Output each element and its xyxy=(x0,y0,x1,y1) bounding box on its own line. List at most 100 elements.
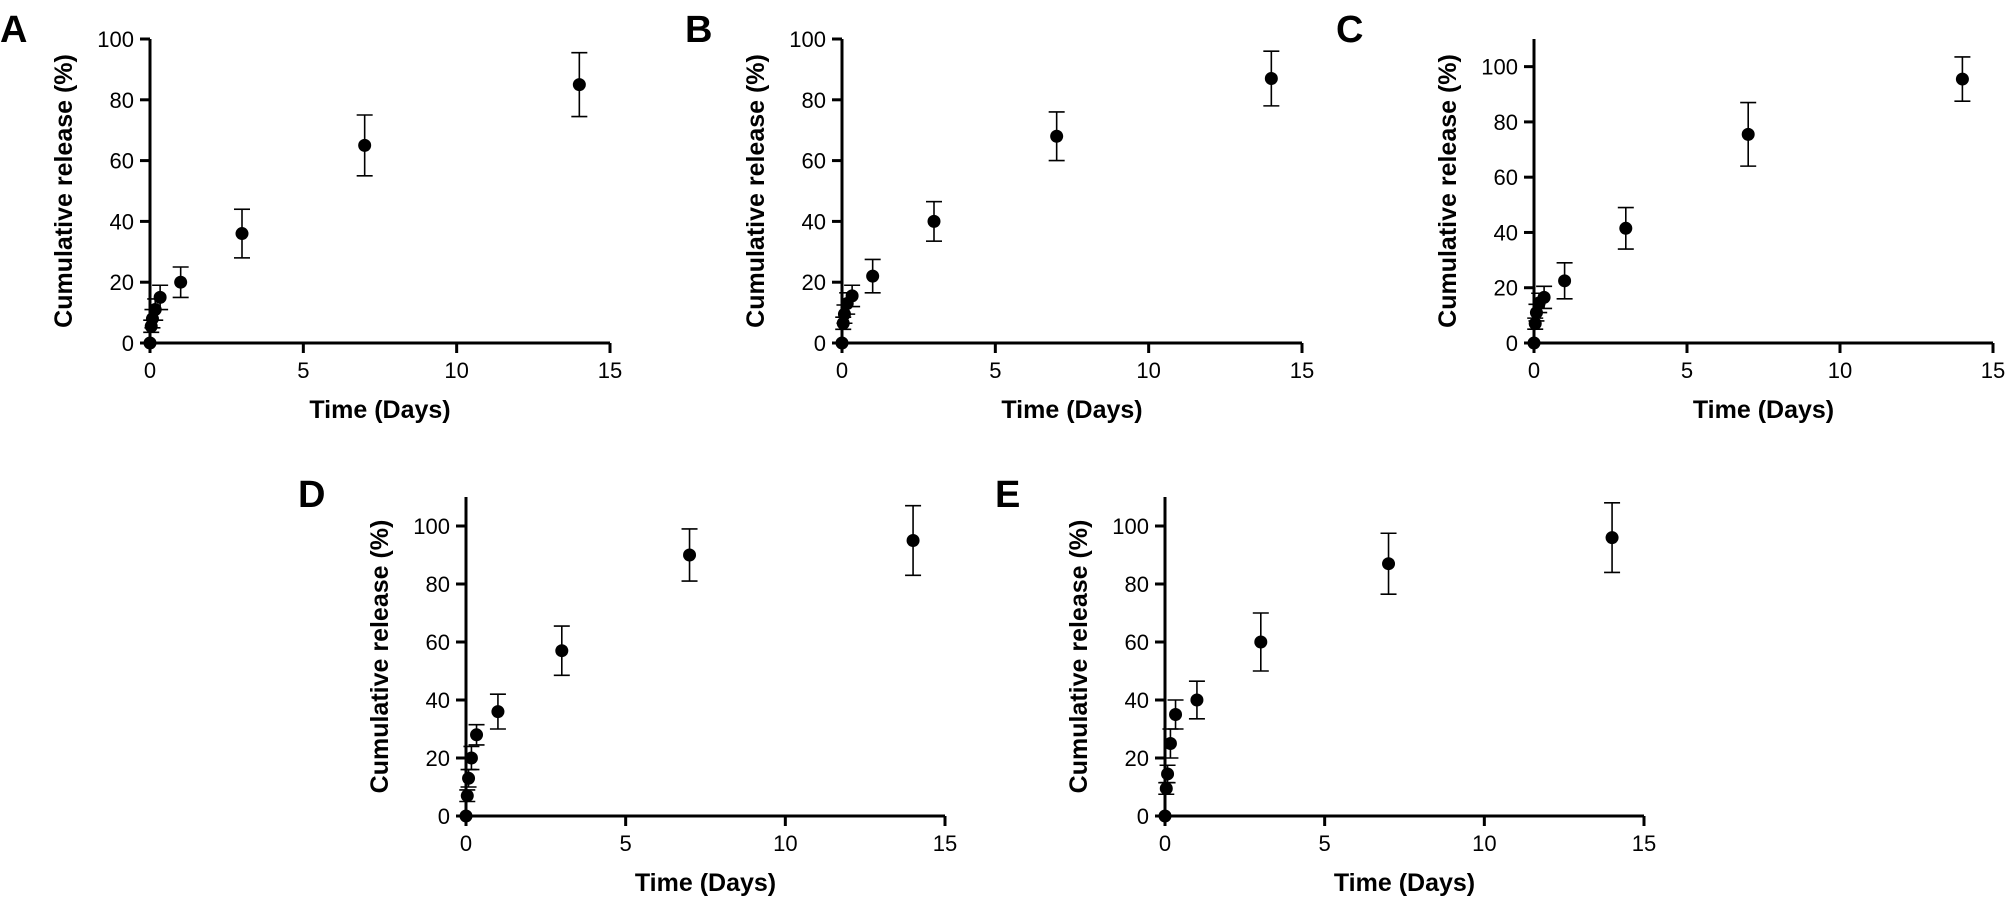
data-point xyxy=(835,336,849,350)
data-point xyxy=(491,705,505,719)
y-tick-label: 80 xyxy=(426,572,450,597)
x-tick-label: 0 xyxy=(460,831,472,856)
data-point xyxy=(1527,336,1541,350)
y-tick-label: 0 xyxy=(814,331,826,356)
x-tick-label: 5 xyxy=(297,358,309,383)
panel-e: E 0 5 10 15 0 20 40 60 80 100 Time (Days) Cumulative… xyxy=(995,474,1656,897)
x-tick-label: 10 xyxy=(444,358,468,383)
x-tick-label: 0 xyxy=(836,358,848,383)
x-tick-label: 15 xyxy=(1981,358,2005,383)
y-tick-label: 60 xyxy=(1494,165,1518,190)
x-axis-title: Time (Days) xyxy=(1334,869,1475,897)
y-tick-label: 80 xyxy=(802,88,826,113)
x-tick-label: 5 xyxy=(989,358,1001,383)
data-point xyxy=(1050,129,1064,143)
data-point xyxy=(1254,635,1268,649)
y-tick-label: 80 xyxy=(1125,572,1149,597)
y-tick-label: 20 xyxy=(426,746,450,771)
data-point xyxy=(1619,221,1633,235)
data-point xyxy=(866,269,880,283)
x-axis-title: Time (Days) xyxy=(635,869,776,897)
x-tick-label: 0 xyxy=(1528,358,1540,383)
y-tick-label: 100 xyxy=(97,27,134,52)
x-tick-label: 0 xyxy=(1159,831,1171,856)
y-tick-label: 40 xyxy=(110,209,134,234)
x-axis-title: Time (Days) xyxy=(1693,396,1834,424)
data-point xyxy=(927,214,941,228)
x-tick-label: 10 xyxy=(1136,358,1160,383)
data-point xyxy=(235,227,249,241)
panel-label: D xyxy=(298,474,325,516)
y-tick-label: 60 xyxy=(1125,630,1149,655)
x-tick-label: 15 xyxy=(598,358,622,383)
data-point xyxy=(1190,693,1204,707)
data-point xyxy=(1558,274,1572,288)
data-point xyxy=(1955,72,1969,86)
y-tick-label: 80 xyxy=(110,88,134,113)
data-point xyxy=(555,644,569,658)
data-point xyxy=(1161,767,1175,781)
x-tick-label: 15 xyxy=(1290,358,1314,383)
y-tick-label: 0 xyxy=(1506,331,1518,356)
data-point xyxy=(460,789,474,803)
x-tick-label: 5 xyxy=(1319,831,1331,856)
x-axis-title: Time (Days) xyxy=(309,396,450,424)
y-tick-label: 0 xyxy=(438,804,450,829)
x-tick-label: 0 xyxy=(144,358,156,383)
panel-label: B xyxy=(685,9,712,51)
data-point xyxy=(1163,737,1177,750)
y-tick-label: 100 xyxy=(789,27,826,52)
y-tick-label: 60 xyxy=(802,149,826,174)
panel-b: B 0 5 10 15 0 20 40 60 80 100 Time (Days) Cumulative… xyxy=(685,9,1314,424)
data-point xyxy=(1158,809,1172,823)
y-tick-label: 20 xyxy=(110,270,134,295)
data-point xyxy=(470,728,484,742)
panel-label: A xyxy=(0,9,27,51)
y-tick-label: 100 xyxy=(413,514,450,539)
data-point xyxy=(462,771,476,785)
panel-label: C xyxy=(1336,9,1363,51)
data-point xyxy=(1537,290,1551,304)
y-tick-label: 40 xyxy=(426,688,450,713)
data-point xyxy=(572,78,586,92)
y-axis-title: Cumulative release (%) xyxy=(742,54,770,328)
data-point xyxy=(683,548,697,562)
x-tick-label: 15 xyxy=(933,831,957,856)
panel-d: D 0 5 10 15 0 20 40 60 80 100 Time (Days) Cumulative… xyxy=(298,474,957,897)
panel-label: E xyxy=(995,474,1020,516)
data-point xyxy=(464,751,478,765)
x-tick-label: 10 xyxy=(1472,831,1496,856)
data-point xyxy=(143,336,157,350)
y-tick-label: 40 xyxy=(1494,220,1518,245)
x-axis-title: Time (Days) xyxy=(1001,396,1142,424)
data-point xyxy=(845,289,859,303)
x-tick-label: 10 xyxy=(773,831,797,856)
y-tick-label: 80 xyxy=(1494,110,1518,135)
data-point xyxy=(1605,531,1619,545)
x-tick-label: 15 xyxy=(1632,831,1656,856)
data-point xyxy=(1159,781,1173,795)
data-point xyxy=(1169,708,1183,721)
data-point xyxy=(1741,127,1755,141)
x-tick-label: 10 xyxy=(1828,358,1852,383)
data-point xyxy=(153,290,167,304)
y-tick-label: 60 xyxy=(110,149,134,174)
data-point xyxy=(174,275,188,289)
panel-c: C 0 5 10 15 0 20 40 60 80 100 Time (Days) Cumulative… xyxy=(1336,9,2005,424)
y-tick-label: 40 xyxy=(1125,688,1149,713)
y-tick-label: 40 xyxy=(802,209,826,234)
data-point xyxy=(906,534,920,547)
y-axis-title: Cumulative release (%) xyxy=(366,520,394,794)
x-tick-label: 5 xyxy=(620,831,632,856)
data-point xyxy=(1528,317,1542,331)
y-tick-label: 20 xyxy=(1125,746,1149,771)
y-tick-label: 100 xyxy=(1112,514,1149,539)
y-axis-title: Cumulative release (%) xyxy=(50,54,78,328)
x-tick-label: 5 xyxy=(1681,358,1693,383)
y-tick-label: 60 xyxy=(426,630,450,655)
data-point xyxy=(358,138,372,152)
data-point xyxy=(459,809,473,823)
y-tick-label: 0 xyxy=(1137,804,1149,829)
y-tick-label: 20 xyxy=(1494,276,1518,301)
